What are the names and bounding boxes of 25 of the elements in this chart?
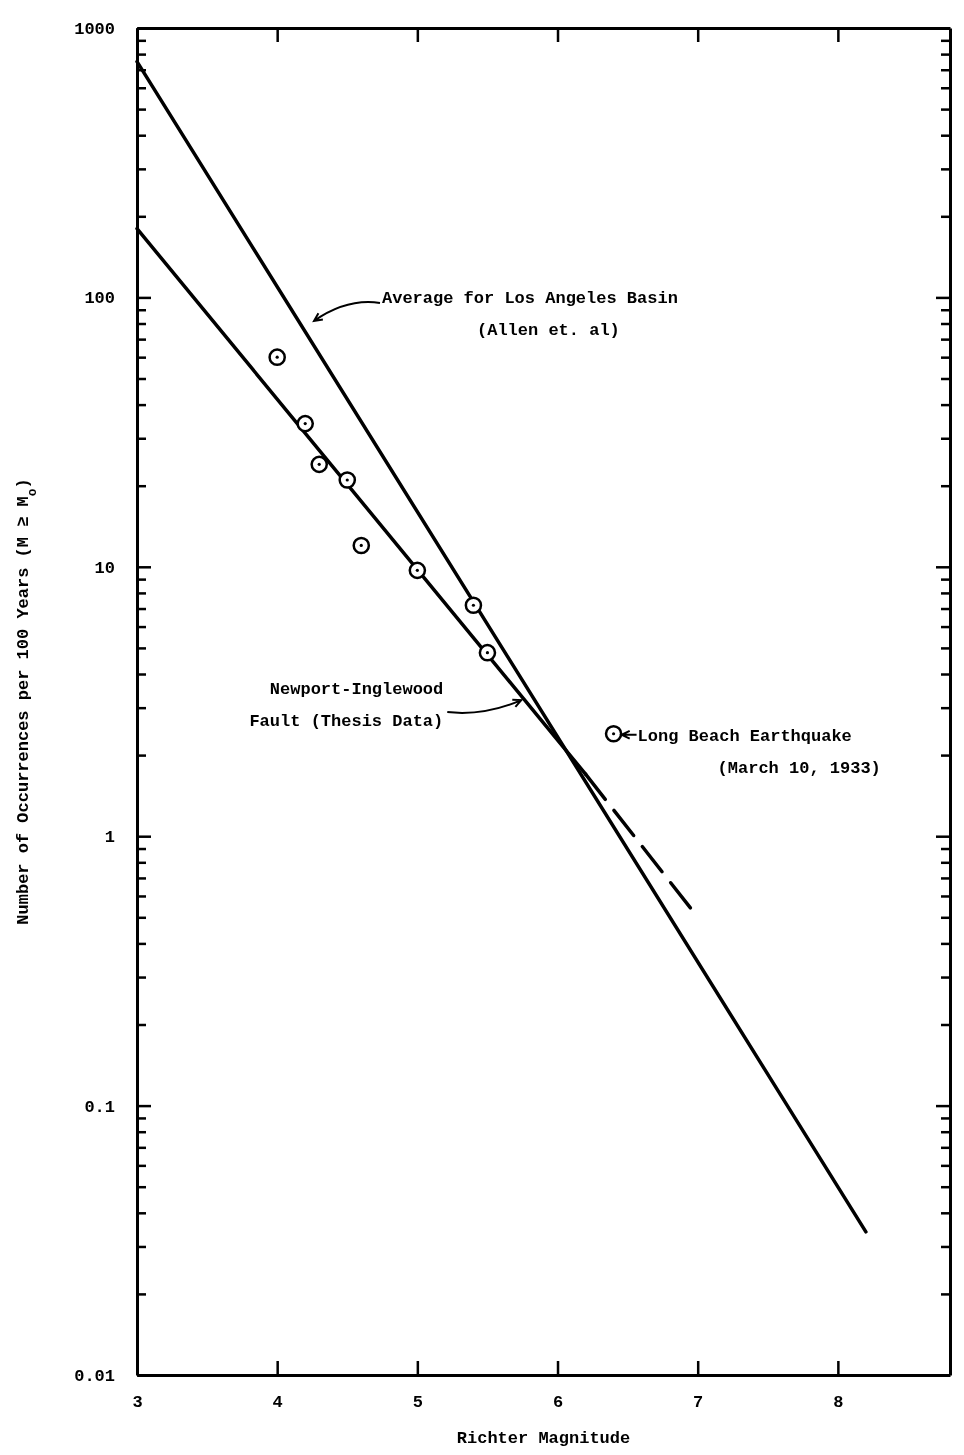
point [268, 348, 286, 366]
x-tick-label: 7 [693, 1393, 704, 1413]
y-tick-label: 1000 [74, 19, 115, 39]
annotation: Average for Los Angeles Basin (Allen et. al) [382, 289, 678, 340]
annotation: Newport-Inglewood Fault (Thesis Data) [249, 680, 444, 732]
y-tick-label: 0.1 [84, 1097, 115, 1117]
y-tick-label: 0.01 [74, 1366, 115, 1386]
annotation: Long Beach Earthquake (March 10, 1933) [637, 726, 881, 778]
y-tick-label: 100 [84, 289, 115, 309]
point [296, 414, 315, 433]
point [478, 643, 497, 662]
x-tick-label: 6 [552, 1393, 564, 1413]
y-tick-label: 10 [94, 558, 115, 578]
point [338, 471, 357, 489]
x-tick-label: 5 [412, 1393, 423, 1413]
x-tick-label: 3 [132, 1393, 143, 1413]
x-tick-label: 8 [833, 1393, 844, 1413]
point [352, 536, 371, 555]
x-tick-label: 4 [272, 1393, 283, 1413]
point [408, 561, 427, 580]
point [464, 596, 483, 615]
y-tick-label: 1 [104, 828, 115, 848]
point [310, 455, 329, 474]
x-axis-title: Richter Magnitude [456, 1429, 631, 1448]
point [604, 724, 623, 743]
